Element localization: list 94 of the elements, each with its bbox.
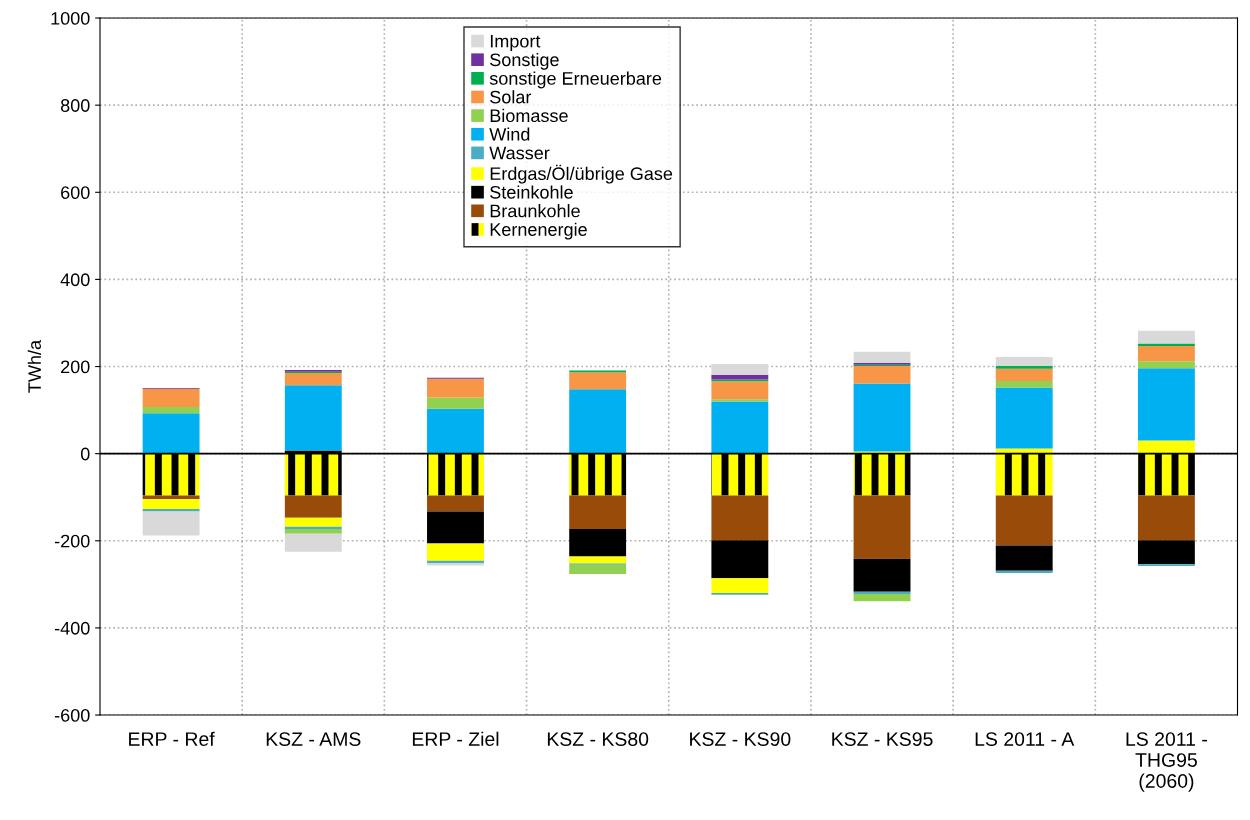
bar [284,533,342,552]
bar [569,453,627,496]
bar [711,540,769,579]
bar [1137,361,1195,369]
bar [569,556,627,564]
bar [711,381,769,400]
bar [1137,368,1195,441]
bar [1137,343,1195,347]
y-tick-label: 200 [61,360,90,374]
bar [284,373,342,386]
bar [995,380,1053,388]
bar [142,388,200,408]
x-tick-label: KSZ - KS95 [832,732,933,746]
bar [284,517,342,527]
bar [711,495,769,541]
bar [569,564,627,574]
bar [427,408,484,454]
bar [1137,453,1195,496]
bar [995,356,1053,366]
bar [1137,540,1195,565]
bar [995,365,1053,369]
y-tick-label: -200 [54,534,90,548]
bar [569,389,627,454]
bar [427,543,484,561]
bar [142,453,200,496]
bar [569,372,627,390]
bar [711,374,769,380]
x-tick-label: ERP - Ref [129,731,215,746]
bar [995,368,1053,381]
bar [1137,440,1195,454]
bar [142,511,200,536]
x-tick-label: KSZ - KS90 [690,732,791,746]
bar [142,498,200,509]
x-tick-label: ERP - Ziel [412,731,499,746]
bar [853,383,911,452]
legend-label: Erdgas/Öl/übrige Gase [490,164,673,184]
bar [142,508,200,512]
bar [284,385,342,451]
bar [853,591,911,594]
bar [569,529,627,557]
bar [995,387,1053,449]
bar [995,545,1053,571]
bar [569,495,627,530]
legend-label: Braunkohle [490,204,580,218]
bar [995,570,1053,574]
x-tick-label: KSZ - AMS [266,732,361,746]
bar [427,397,484,409]
x-tick-label: LS 2011 - THG95 (2060) [1126,732,1207,792]
bar [284,526,342,530]
bar [284,529,342,534]
bar [853,366,911,384]
y-tick-label: 800 [60,99,90,112]
bar [427,495,484,512]
bar [995,495,1053,546]
legend-label: Steinkohle [490,185,573,199]
bar [853,495,911,559]
bar [853,453,911,496]
y-tick-label: 1000 [51,11,90,25]
y-tick-label: -600 [54,708,90,722]
bar [142,413,200,454]
bar [711,453,769,496]
bar [995,453,1053,496]
bar [853,593,911,602]
bar [427,453,484,496]
x-tick-label: LS 2011 - A [975,732,1075,746]
legend-label: Wind [489,127,530,141]
bar [427,511,484,544]
legend-label: Import [490,34,541,52]
bar [1137,346,1195,362]
y-tick-label: 600 [61,186,90,200]
y-tick-label: 400 [60,273,90,287]
bar [711,399,769,402]
x-tick-label: KSZ - KS80 [547,732,649,746]
y-tick-label: 0 [80,447,90,461]
bar [853,558,911,592]
legend-label: Solar [490,90,532,104]
bar [853,351,911,364]
bar [284,453,342,496]
bar [427,378,484,398]
bar [711,363,769,375]
bar [1137,330,1195,344]
y-axis-title: TWh/a [27,339,41,393]
legend-label: Kernenergie [490,222,587,240]
bar [142,407,200,414]
legend-label: sonstige Erneuerbare [489,71,662,89]
bar [1137,495,1195,541]
legend-label: Sonstige [490,52,559,70]
bar [711,401,769,454]
legend-label: Wasser [489,146,550,160]
y-tick-label: -400 [54,621,90,635]
bar [711,578,769,594]
bar [142,495,200,499]
legend-label: Biomasse [490,108,568,123]
bar [284,495,342,518]
